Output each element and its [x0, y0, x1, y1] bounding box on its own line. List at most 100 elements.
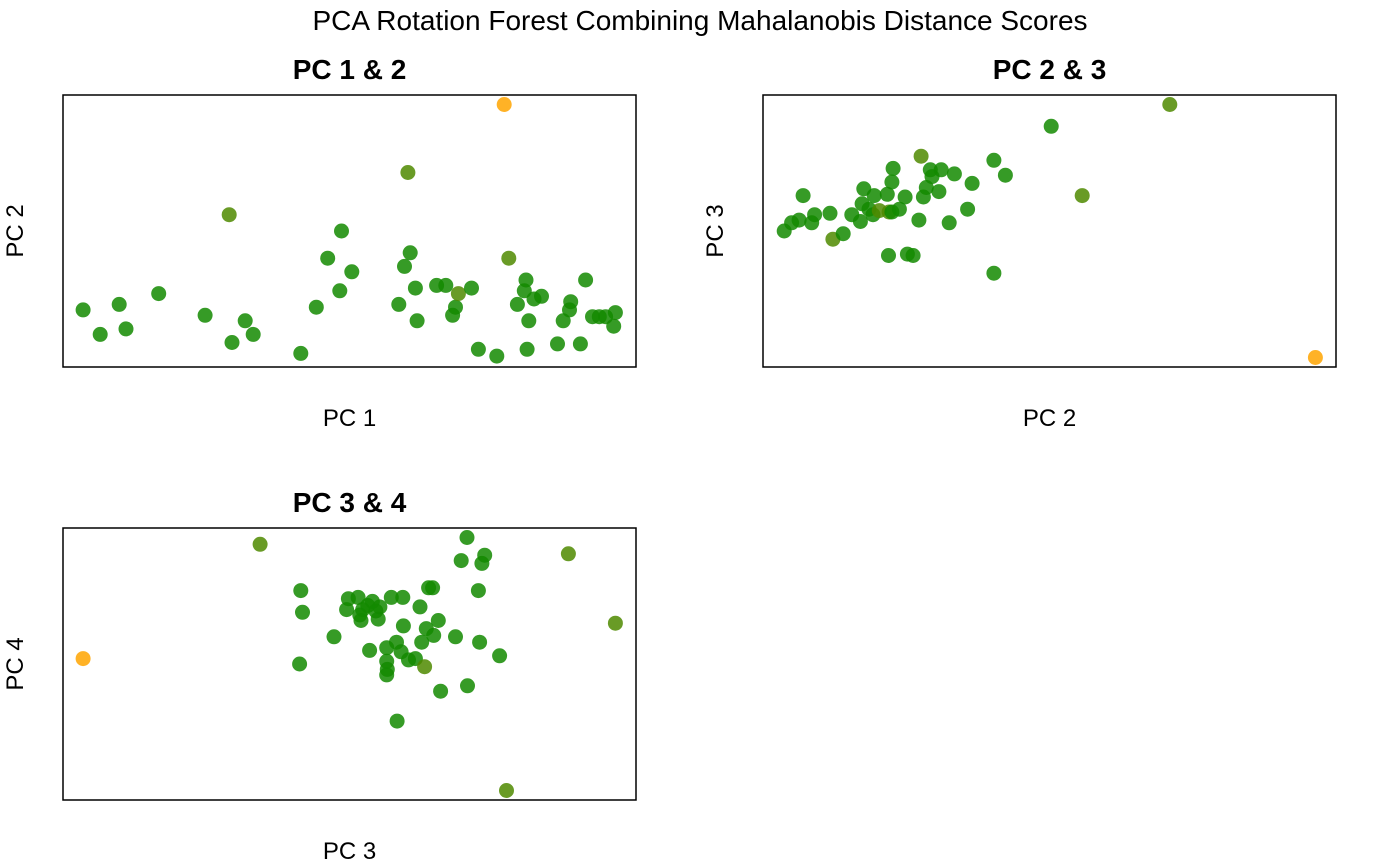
panel-1-point [501, 250, 517, 266]
panel-3-y-axis-label: PC 4 [2, 637, 29, 690]
panel-3-point [448, 629, 463, 645]
panel-1-frame [62, 94, 637, 368]
panel-1-point [519, 341, 535, 357]
panel-3-point [430, 613, 446, 628]
panel-3-point [470, 583, 486, 599]
panel-1-point [111, 296, 127, 312]
panel-2-point [795, 188, 811, 204]
panel-1-point [245, 326, 261, 342]
panel-3-point [492, 648, 508, 664]
panel-3-x-axis-label: PC 3 [323, 838, 376, 865]
panel-3-point [607, 615, 623, 631]
panel-2-frame [762, 94, 1337, 368]
panel-1-point [224, 335, 240, 350]
panel-2-point [913, 148, 929, 164]
panel-3-point [426, 627, 442, 643]
panel-1-point [75, 302, 91, 318]
panel-2-point [884, 174, 900, 190]
panel-1-point [563, 294, 579, 310]
panel-3-point [383, 589, 399, 605]
panel-3-point [293, 583, 309, 599]
panel-3-point [389, 713, 405, 729]
panel-3-point [292, 656, 308, 672]
panel-3-point [295, 604, 310, 620]
panel-1-point [320, 250, 336, 266]
panel-2-point [986, 152, 1002, 168]
panel-1-point [409, 313, 425, 329]
panel-2-title: PC 2 & 3 [993, 54, 1107, 85]
panel-3-title: PC 3 & 4 [293, 487, 407, 518]
panel-1-point [450, 286, 466, 302]
panel-1-point [521, 313, 537, 329]
panel-3-point [499, 783, 514, 798]
panel-3-point [372, 599, 388, 615]
panel-2-point [897, 189, 913, 205]
panel-1-point [496, 97, 512, 112]
panel-1-title: PC 1 & 2 [293, 54, 407, 85]
panel-1-point [92, 326, 108, 342]
panel-3-point [75, 651, 91, 667]
panel-1-point [197, 307, 213, 323]
panel-2-point [891, 201, 907, 217]
panel-2-point [822, 205, 838, 221]
panel-3-point [252, 536, 268, 552]
panel-1-point [470, 341, 486, 357]
panel-2-point [933, 162, 949, 178]
panel-2-point [866, 188, 882, 204]
panel-2-point [885, 160, 901, 176]
panel-1-point [555, 313, 571, 329]
panel-3-point [472, 634, 488, 650]
panel-1-point [344, 264, 360, 280]
panel-1-point [308, 299, 324, 315]
panel-1-point [534, 288, 549, 304]
panel-3-point [477, 547, 493, 563]
panel-1-point [606, 318, 622, 334]
panel-2-point [941, 215, 957, 231]
panel-3-point [412, 599, 428, 615]
panel-3-point [395, 589, 411, 605]
panel-3-point [460, 678, 475, 694]
panel-2-point [946, 166, 962, 182]
panel-1-point [118, 321, 134, 337]
panel-1-point [489, 348, 505, 364]
panel-2-point [791, 212, 807, 228]
panel-3-point [362, 642, 378, 658]
panel-1-point [448, 299, 463, 315]
panel-2-point [964, 175, 980, 191]
panel-3-point [433, 683, 449, 699]
panel-1-point [578, 272, 594, 288]
panel-1-point [334, 223, 349, 239]
panel-1-point [572, 336, 588, 352]
panel-1-point [607, 305, 623, 321]
panel-3-point [459, 530, 475, 545]
panel-1-point [438, 277, 454, 293]
panel-1-y-axis-label: PC 2 [2, 204, 29, 257]
panel-3-point [453, 553, 469, 569]
panel-1-point [332, 283, 348, 299]
panel-1-point [464, 280, 479, 296]
panel-2-point [911, 212, 927, 228]
panel-3-point [326, 629, 342, 645]
panel-2-point [1074, 188, 1090, 204]
panel-1-point [237, 313, 253, 329]
panel-1-x-axis-label: PC 1 [323, 405, 376, 432]
panel-2-point [1307, 350, 1323, 365]
panel-1-point [550, 336, 565, 352]
panel-1-point [391, 296, 407, 312]
panel-2-x-axis-label: PC 2 [1023, 405, 1076, 432]
panel-1-point [518, 272, 534, 288]
panel-3-point [395, 618, 411, 634]
panel-3-point [560, 546, 576, 562]
panel-1-point [407, 280, 423, 296]
panel-1-point [293, 345, 309, 361]
panel-3-point [379, 661, 395, 677]
panel-2-point [835, 226, 851, 242]
panel-2-point [852, 214, 868, 229]
panel-1-point [402, 245, 418, 261]
panel-3-frame [62, 527, 637, 801]
panel-2-point [1043, 118, 1059, 134]
panel-1-point [221, 207, 237, 223]
panel-2-point [986, 265, 1002, 281]
panel-1-point [397, 258, 412, 274]
